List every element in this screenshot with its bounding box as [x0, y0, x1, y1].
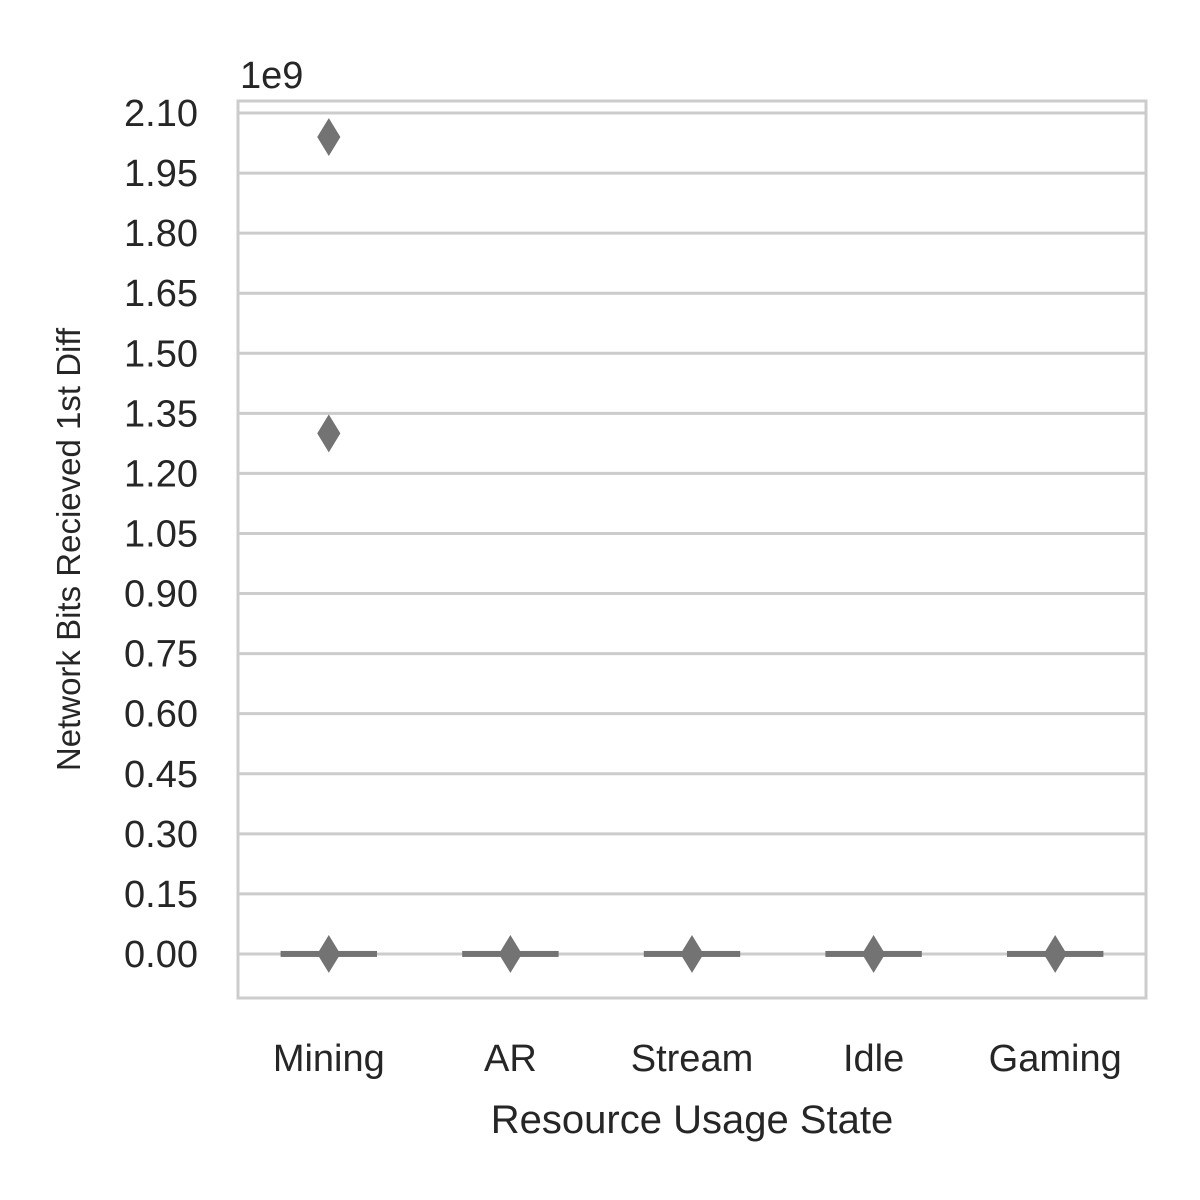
y-axis-label: Network Bits Recieved 1st Diff	[50, 327, 87, 771]
y-tick-label: 1.80	[124, 213, 198, 255]
box-mining	[280, 118, 378, 973]
x-tick-labels: Mining AR Stream Idle Gaming	[273, 1038, 1122, 1080]
y-tick-label: 0.45	[124, 754, 198, 796]
x-tick-label: Idle	[843, 1038, 904, 1080]
plot-frame	[236, 99, 1148, 1000]
outlier-point	[1043, 934, 1067, 973]
outlier-point	[680, 934, 704, 973]
outlier-point	[862, 934, 886, 973]
y-tick-label: 0.90	[124, 574, 198, 616]
x-axis-label: Resource Usage State	[491, 1098, 893, 1142]
x-tick-label: Gaming	[989, 1038, 1122, 1080]
box-ar	[462, 934, 559, 973]
y-offset-label: 1e9	[240, 55, 303, 97]
y-tick-label: 0.60	[124, 694, 198, 736]
y-tick-labels: 0.00 0.15 0.30 0.45 0.60 0.75 0.90 1.05 1.20 1.35…	[124, 93, 198, 976]
outlier-point	[498, 934, 522, 973]
outlier-point	[317, 934, 341, 973]
y-tick-label: 1.65	[124, 273, 198, 315]
outlier-point	[317, 414, 341, 453]
y-tick-label: 0.00	[124, 934, 198, 976]
box-stream	[643, 934, 741, 973]
box-idle	[825, 934, 922, 973]
boxes	[280, 118, 1104, 973]
y-tick-label: 1.95	[124, 153, 198, 195]
y-tick-label: 0.15	[124, 874, 198, 916]
grid-lines	[238, 111, 1146, 956]
y-tick-label: 2.10	[124, 93, 198, 135]
x-tick-label: AR	[484, 1038, 537, 1080]
y-tick-label: 1.35	[124, 393, 198, 435]
box-gaming	[1006, 934, 1104, 973]
y-tick-label: 1.20	[124, 453, 198, 495]
outlier-point	[317, 118, 341, 156]
y-tick-label: 1.50	[124, 333, 198, 375]
y-tick-label: 0.30	[124, 814, 198, 856]
x-tick-label: Mining	[273, 1038, 385, 1080]
y-tick-label: 0.75	[124, 634, 198, 676]
y-tick-label: 1.05	[124, 513, 198, 555]
x-tick-label: Stream	[631, 1038, 753, 1080]
